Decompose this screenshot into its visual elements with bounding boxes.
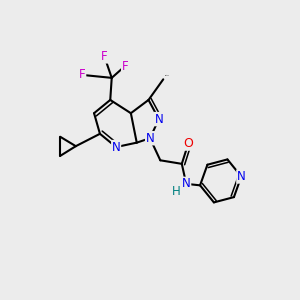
Text: methyl: methyl bbox=[166, 77, 171, 79]
Text: methyl: methyl bbox=[165, 75, 170, 76]
Text: N: N bbox=[112, 141, 121, 154]
Text: O: O bbox=[183, 137, 193, 150]
Text: F: F bbox=[79, 68, 86, 81]
Text: H: H bbox=[172, 185, 180, 198]
Text: F: F bbox=[101, 50, 108, 63]
Text: N: N bbox=[182, 177, 190, 190]
Text: F: F bbox=[122, 60, 128, 73]
Text: N: N bbox=[146, 132, 154, 145]
Text: N: N bbox=[237, 170, 246, 183]
Text: N: N bbox=[154, 112, 163, 126]
